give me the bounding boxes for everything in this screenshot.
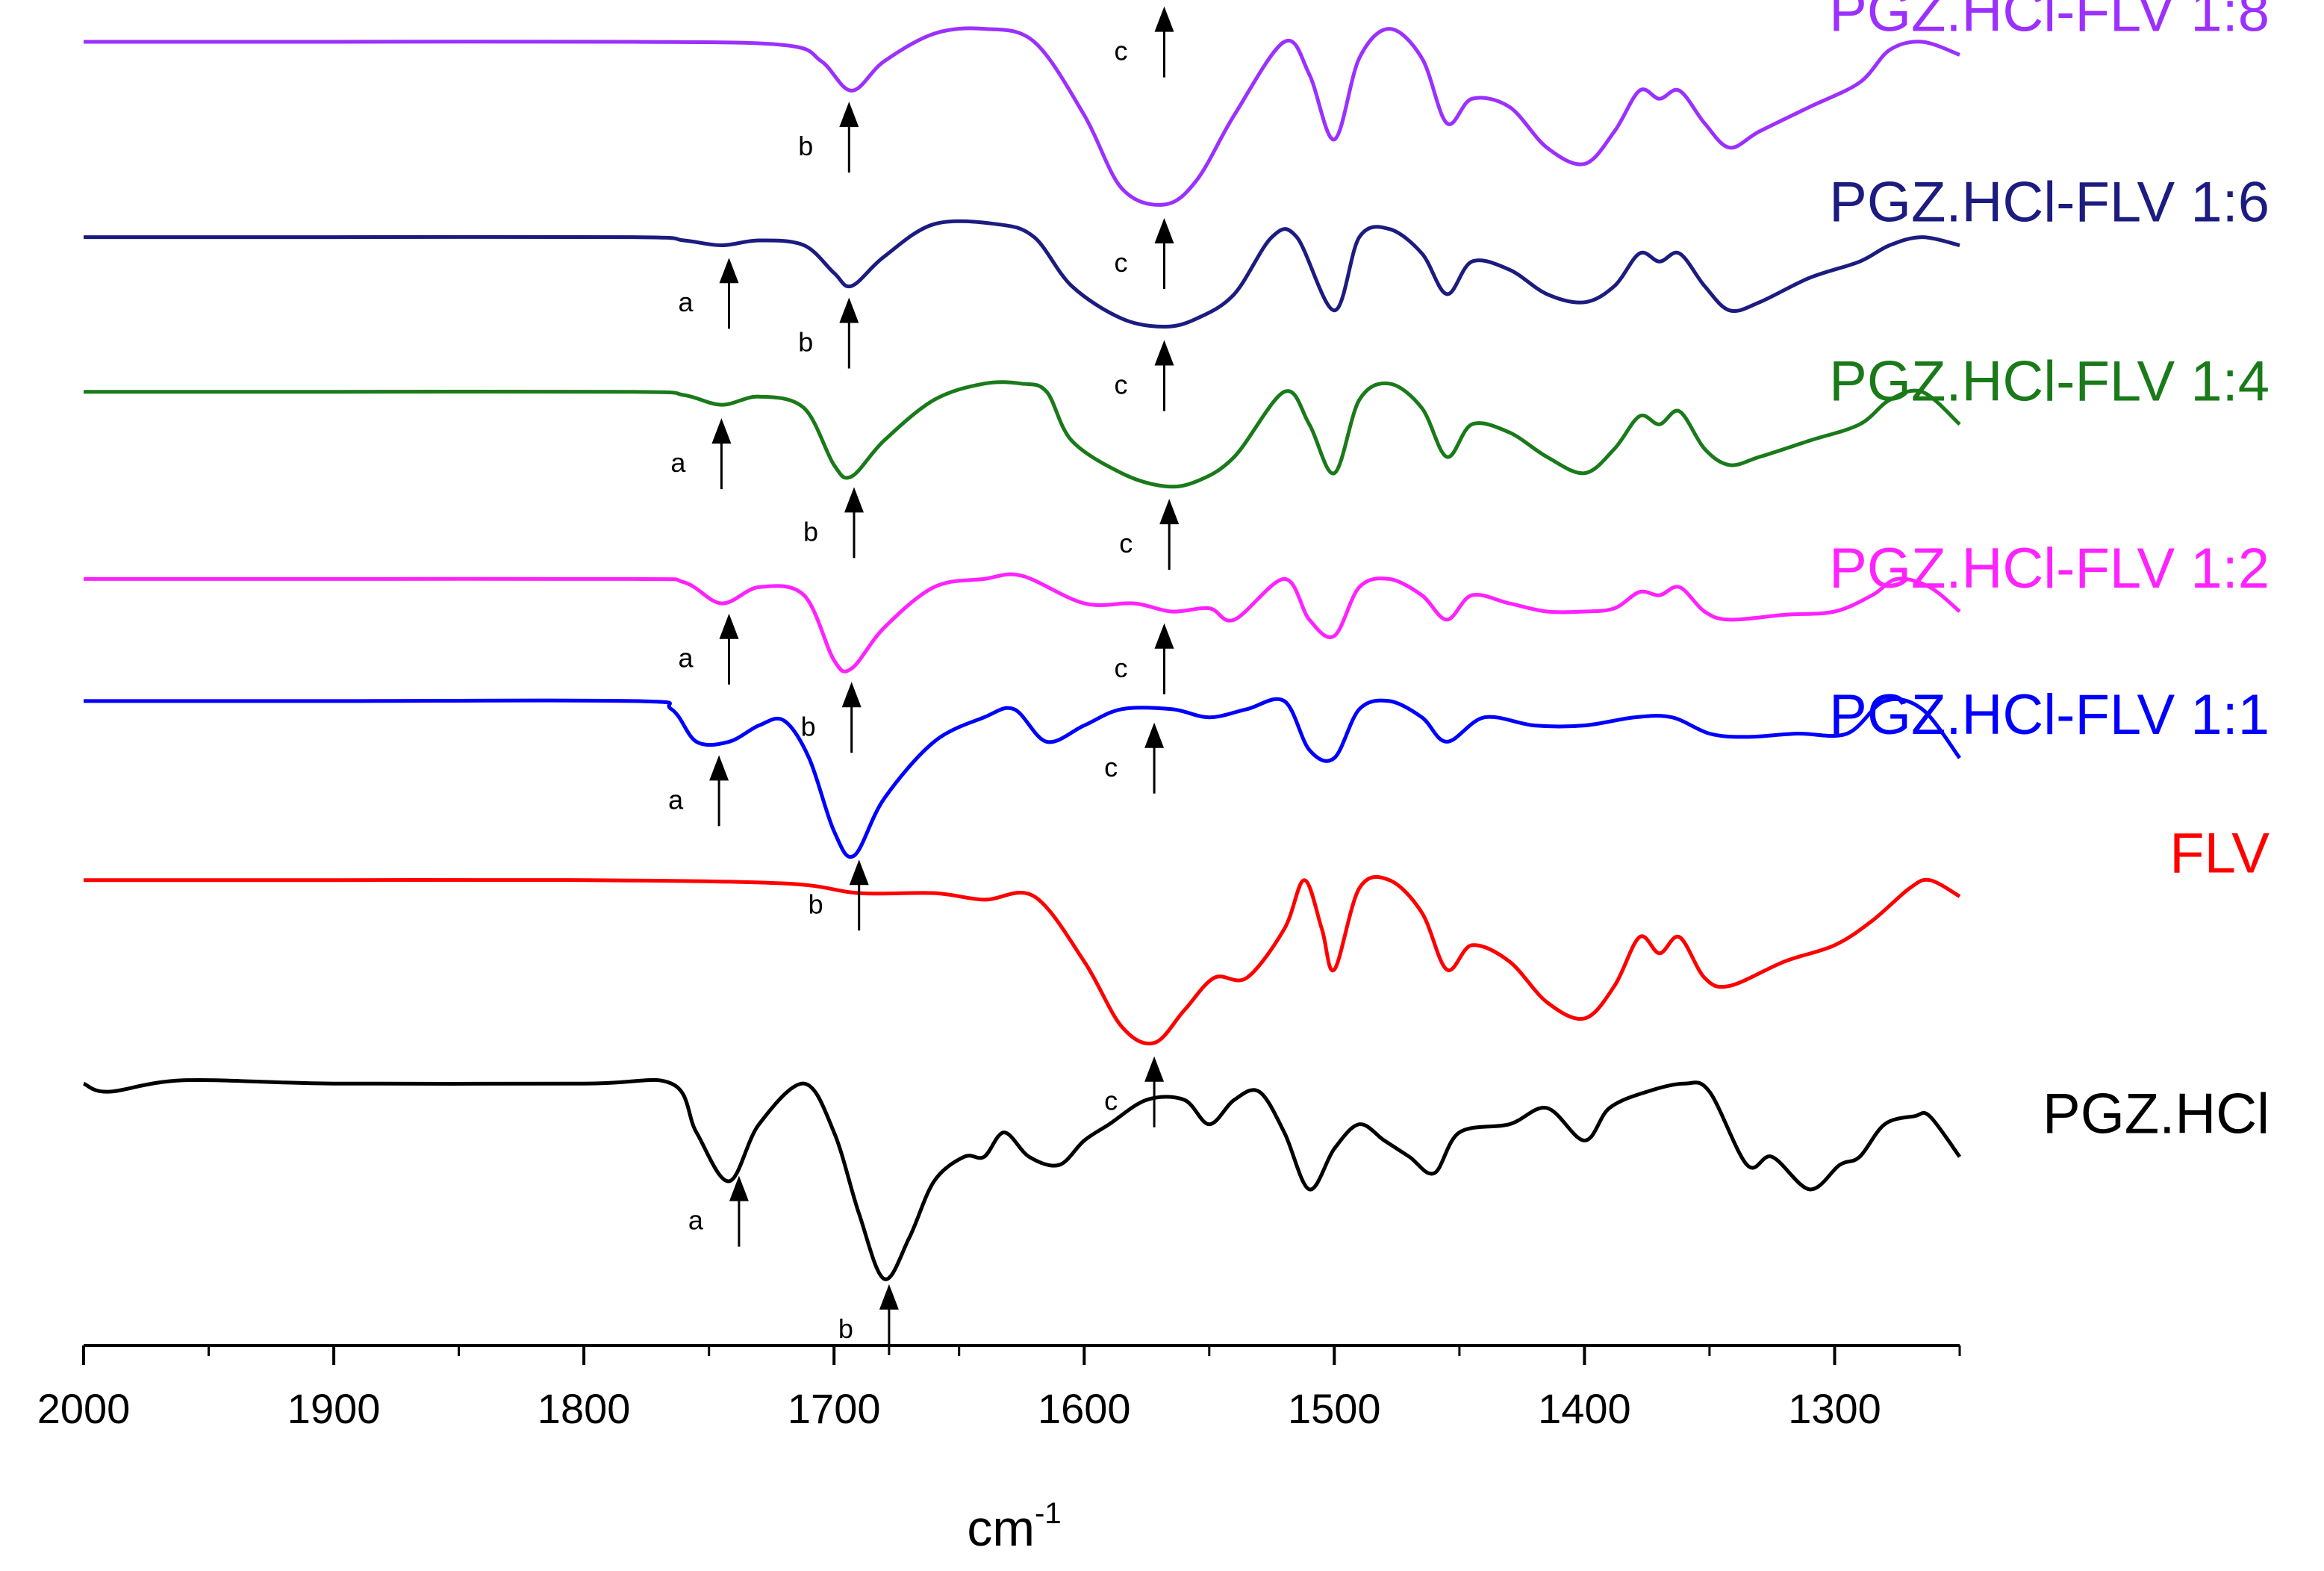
series-line-pgz-hcl [82, 1077, 1962, 1281]
series-label-pgz-hcl-flv-1-4: PGZ.HCl-FLV 1:4 [1829, 349, 2270, 413]
x-axis-title-base: cm [967, 1500, 1035, 1557]
series-label-pgz-hcl-flv-1-6: PGZ.HCl-FLV 1:6 [1829, 171, 2270, 234]
peak-letter: a [678, 287, 694, 317]
peak-letter: c [1115, 247, 1128, 278]
peak-marker-b-pgz-hcl-flv-1-8: b [798, 102, 859, 173]
x-axis: 2000 1900 1800 1700 1600 1500 1400 1300 [37, 1344, 1961, 1432]
x-axis-title: cm-1 [967, 1497, 1061, 1557]
peak-letter: b [801, 711, 816, 741]
series-label-pgz-hcl-flv-1-2: PGZ.HCl-FLV 1:2 [1829, 537, 2270, 600]
peak-arrow-head [1154, 6, 1174, 32]
peak-marker-b-pgz-hcl-flv-1-6: b [798, 297, 859, 369]
peak-arrow-head [709, 755, 729, 781]
peak-marker-c-pgz-hcl-flv-1-10: c [1115, 6, 1174, 78]
series-layer [82, 26, 1962, 1281]
peak-arrow-head [711, 418, 732, 444]
series-label-layer: PGZ.HCl-FLV 1:10PGZ.HCl-FLV 1:8PGZ.HCl-F… [1829, 0, 2270, 1145]
x-tick-label-1400: 1400 [1538, 1385, 1631, 1432]
peak-arrow-head [1154, 218, 1174, 243]
peak-marker-a-pgz-hcl-flv-1-1: a [668, 755, 729, 827]
peak-marker-a-pgz-hcl-flv-1-2: a [678, 613, 739, 685]
peak-letter: c [1119, 528, 1133, 559]
peak-arrow-head [1154, 340, 1174, 366]
x-tick-label-1500: 1500 [1288, 1385, 1381, 1432]
peak-letter: a [670, 447, 686, 478]
peak-marker-a-pgz-hcl: a [688, 1175, 749, 1247]
peak-marker-c-pgz-hcl-flv-1-6: c [1115, 340, 1174, 411]
peak-letter: a [688, 1205, 704, 1236]
series-label-pgz-hcl-flv-1-1: PGZ.HCl-FLV 1:1 [1829, 683, 2270, 747]
peak-arrow-head [841, 682, 862, 708]
peak-arrow-head [719, 258, 739, 284]
peak-marker-b-pgz-hcl-flv-1-4: b [803, 487, 864, 559]
peak-arrow-head [849, 859, 869, 886]
peak-letter: c [1115, 653, 1128, 683]
peak-letter: b [798, 131, 813, 161]
peak-arrow-head [1159, 499, 1180, 525]
series-label-pgz-hcl: PGZ.HCl [2043, 1082, 2270, 1145]
peak-letter: c [1115, 36, 1128, 66]
peak-letter: c [1115, 370, 1128, 400]
peak-letter: c [1104, 1086, 1118, 1116]
peak-marker-a-pgz-hcl-flv-1-6: a [678, 258, 739, 329]
x-tick-label-1300: 1300 [1788, 1385, 1881, 1432]
peak-letter: b [838, 1313, 853, 1344]
series-line-pgz-hcl-flv-1-2 [84, 572, 1961, 673]
peak-arrow-head [879, 1284, 899, 1310]
peak-marker-c-pgz-hcl-flv-1-1: c [1104, 722, 1165, 794]
x-axis-title-superscript: -1 [1035, 1497, 1062, 1530]
series-line-pgz-hcl-flv-1-4 [84, 380, 1961, 489]
series-label-pgz-hcl-flv-1-8: PGZ.HCl-FLV 1:8 [1829, 0, 2270, 43]
series-line-pgz-hcl-flv-1-8 [84, 26, 1960, 207]
peak-arrow-head [1144, 722, 1165, 748]
peak-arrow-head [719, 613, 739, 639]
peak-marker-c-pgz-hcl-flv-1-8: c [1115, 218, 1174, 289]
peak-arrow-head [729, 1175, 749, 1201]
x-tick-label-1900: 1900 [287, 1385, 381, 1432]
series-line-pgz-hcl-flv-1-1 [84, 697, 1961, 859]
peak-letter: b [809, 889, 823, 919]
peak-arrow-head [1154, 623, 1174, 649]
peak-marker-b-pgz-hcl-flv-1-1: b [809, 859, 869, 931]
peak-arrow-head [839, 102, 859, 128]
x-tick-label-1700: 1700 [788, 1385, 881, 1432]
peak-letter: b [803, 516, 818, 547]
peak-letter: c [1104, 752, 1118, 783]
x-tick-label-1600: 1600 [1038, 1385, 1131, 1432]
series-label-flv: FLV [2169, 822, 2270, 886]
peak-marker-b-pgz-hcl-flv-1-2: b [801, 682, 862, 753]
peak-arrow-head [844, 487, 864, 513]
peak-marker-layer: abcabcabcabcabcbcbc [668, 6, 1180, 1355]
peak-marker-c-pgz-hcl-flv-1-2: c [1115, 623, 1174, 694]
peak-marker-a-pgz-hcl-flv-1-4: a [670, 418, 732, 490]
peak-arrow-head [1144, 1056, 1165, 1082]
series-line-pgz-hcl-flv-1-6 [83, 219, 1960, 329]
peak-letter: b [798, 327, 813, 358]
peak-letter: a [678, 643, 694, 673]
x-tick-label-2000: 2000 [37, 1385, 131, 1432]
peak-marker-c-flv: c [1104, 1056, 1165, 1127]
peak-arrow-head [839, 297, 859, 323]
x-tick-label-1800: 1800 [538, 1385, 631, 1432]
peak-marker-c-pgz-hcl-flv-1-4: c [1119, 499, 1180, 570]
series-line-flv [84, 874, 1961, 1046]
peak-letter: a [668, 784, 684, 815]
